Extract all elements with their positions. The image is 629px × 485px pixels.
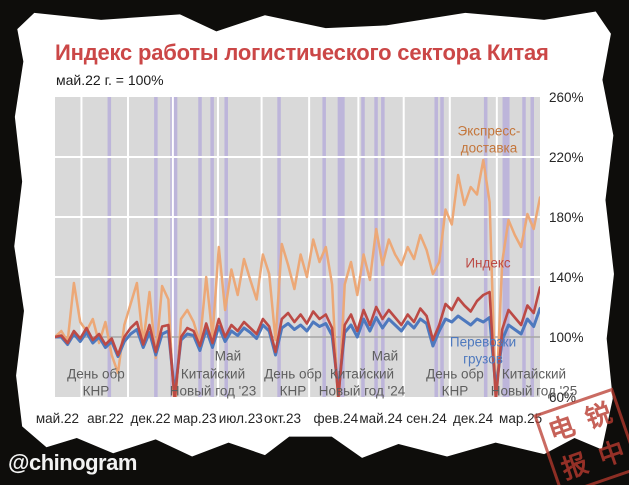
y-axis-tick-label: 60% — [549, 390, 576, 405]
x-axis-tick-label: фев.24 — [314, 411, 359, 426]
holiday-band — [210, 97, 214, 397]
x-axis-tick-label: дек.24 — [453, 411, 494, 426]
series-экспресс-доставка — [55, 158, 540, 397]
chart-annotation: Май — [372, 349, 398, 364]
chart-annotation: День обр КНР — [67, 367, 125, 399]
channel-watermark: @chinogram — [8, 450, 137, 475]
holiday-band — [361, 97, 365, 397]
chart-annotation: Экспресс-доставка — [458, 124, 521, 156]
holiday-band — [277, 97, 281, 397]
x-axis-tick-label: мар.25 — [499, 411, 542, 426]
stamp-char: 锐 — [581, 398, 617, 436]
chart-annotation: День обр КНР — [426, 367, 484, 399]
holiday-band — [434, 97, 438, 397]
chart-subtitle: май.22 г. = 100% — [56, 72, 164, 88]
chart-annotation: Индекс — [465, 256, 511, 271]
series-индекс — [55, 286, 540, 397]
holiday-band — [502, 97, 510, 397]
x-axis-tick-label: сен.24 — [406, 411, 447, 426]
y-axis-tick-label: 220% — [549, 150, 584, 165]
x-axis-tick-label: дек.22 — [131, 411, 171, 426]
holiday-band — [322, 97, 326, 397]
holiday-band — [530, 97, 534, 397]
stamp-char: 中 — [594, 436, 629, 473]
holiday-band — [198, 97, 202, 397]
holiday-band — [224, 97, 228, 397]
y-axis-tick-label: 140% — [549, 270, 584, 285]
stamp-char: 报 — [557, 448, 593, 485]
chart-annotation: Китайский Новый год '25 — [491, 367, 577, 399]
chart-annotation: Китайский Новый год '24 — [319, 367, 406, 399]
x-axis-tick-label: окт.23 — [264, 411, 301, 426]
chart-annotation: День обр КНР — [264, 367, 322, 399]
chart-annotation: Май — [215, 349, 241, 364]
holiday-band — [483, 97, 488, 397]
x-axis-tick-label: авг.22 — [87, 411, 124, 426]
plot-area — [55, 97, 540, 397]
holiday-band — [154, 97, 158, 397]
holiday-band — [522, 97, 526, 397]
stamp-char: 电 — [544, 411, 580, 448]
x-axis-tick-label: май.24 — [359, 411, 403, 426]
holiday-band — [381, 97, 385, 397]
chart-title: Индекс работы логистического сектора Кит… — [55, 40, 549, 65]
x-axis-tick-label: май.22 — [36, 411, 79, 426]
holiday-band — [337, 97, 345, 397]
y-axis-tick-label: 100% — [549, 330, 584, 345]
y-axis-tick-label: 260% — [549, 90, 584, 105]
chart-annotation: Перевозки грузов — [450, 334, 516, 366]
y-axis-tick-label: 180% — [549, 210, 584, 225]
x-axis-tick-label: июл.23 — [219, 411, 263, 426]
x-axis-tick-label: мар.23 — [174, 411, 217, 426]
holiday-band — [107, 97, 112, 397]
series-перевозки-грузов — [55, 307, 540, 396]
holiday-band — [374, 97, 378, 397]
chart-annotation: Китайский Новый год '23 — [170, 367, 256, 399]
